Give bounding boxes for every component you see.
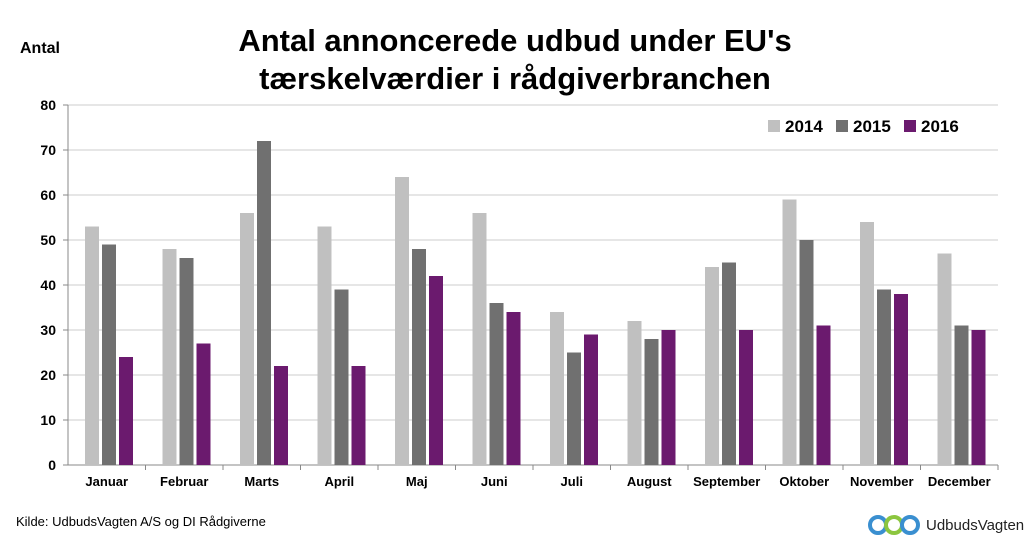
bar-2015-juni <box>489 303 504 465</box>
legend-swatch-2016 <box>904 120 916 132</box>
y-axis-label: Antal <box>20 40 60 57</box>
source-note: Kilde: UdbudsVagten A/S og DI Rådgiverne <box>16 514 266 529</box>
chart-title-line-2: tærskelværdier i rådgiverbranchen <box>259 61 771 96</box>
bar-2016-februar <box>196 343 211 465</box>
bar-2014-november <box>860 222 874 465</box>
y-tick-label: 70 <box>40 142 56 158</box>
bar-2016-august <box>661 330 676 465</box>
brand-logo: UdbudsVagten <box>868 514 1024 536</box>
bar-2015-november <box>877 289 891 465</box>
bar-2015-maj <box>412 249 426 465</box>
bar-2016-november <box>894 294 908 465</box>
x-tick-label: Februar <box>160 474 208 489</box>
y-tick-label: 0 <box>48 457 56 473</box>
x-tick-label: Januar <box>85 474 128 489</box>
chart-title-line-1: Antal annoncerede udbud under EU's <box>238 23 792 58</box>
x-tick-label: August <box>627 474 672 489</box>
bar-2015-september <box>722 262 736 465</box>
bar-2014-januar <box>85 226 99 465</box>
bar-2014-juli <box>550 312 564 465</box>
x-tick-label: Maj <box>406 474 428 489</box>
y-tick-label: 20 <box>40 367 56 383</box>
bar-2016-december <box>971 330 986 465</box>
bar-2015-juli <box>567 352 581 465</box>
legend-label-2014: 2014 <box>785 117 823 136</box>
x-tick-label: Juni <box>481 474 508 489</box>
x-tick-label: Juli <box>561 474 583 489</box>
bar-2014-maj <box>395 177 409 465</box>
bar-2015-februar <box>179 258 194 465</box>
x-tick-label: November <box>850 474 914 489</box>
bar-2016-juni <box>506 312 521 465</box>
chart-title: Antal annoncerede udbud under EU's tærsk… <box>190 22 840 98</box>
x-tick-label: April <box>324 474 354 489</box>
bar-2016-oktober <box>816 325 831 465</box>
bar-2015-marts <box>257 141 271 465</box>
bar-2016-maj <box>429 276 443 465</box>
bar-2014-juni <box>472 213 487 465</box>
y-tick-label: 80 <box>40 97 56 113</box>
bar-2016-marts <box>274 366 288 465</box>
bar-2016-september <box>739 330 753 465</box>
x-tick-label: Marts <box>244 474 279 489</box>
bar-2014-april <box>317 226 332 465</box>
y-tick-label: 40 <box>40 277 56 293</box>
bar-2015-april <box>334 289 349 465</box>
legend-swatch-2015 <box>836 120 848 132</box>
y-tick-label: 60 <box>40 187 56 203</box>
bar-2014-oktober <box>782 199 797 465</box>
bar-2015-december <box>954 325 969 465</box>
bar-2014-september <box>705 267 719 465</box>
y-tick-label: 50 <box>40 232 56 248</box>
x-tick-label: Oktober <box>779 474 829 489</box>
brand-name: UdbudsVagten <box>926 516 1024 534</box>
bar-2015-januar <box>102 244 116 465</box>
legend-label-2015: 2015 <box>853 117 891 136</box>
bar-2015-august <box>644 339 659 465</box>
udbudsvagten-logo-icon <box>868 515 920 535</box>
x-tick-label: December <box>928 474 991 489</box>
bar-2016-januar <box>119 357 133 465</box>
legend-swatch-2014 <box>768 120 780 132</box>
y-tick-label: 10 <box>40 412 56 428</box>
bar-2016-april <box>351 366 366 465</box>
legend-label-2016: 2016 <box>921 117 959 136</box>
bar-2014-marts <box>240 213 254 465</box>
bar-2014-august <box>627 321 642 465</box>
x-tick-label: September <box>693 474 760 489</box>
bar-2014-december <box>937 253 952 465</box>
bar-2016-juli <box>584 334 598 465</box>
bar-2014-februar <box>162 249 177 465</box>
y-tick-label: 30 <box>40 322 56 338</box>
bar-2015-oktober <box>799 240 814 465</box>
